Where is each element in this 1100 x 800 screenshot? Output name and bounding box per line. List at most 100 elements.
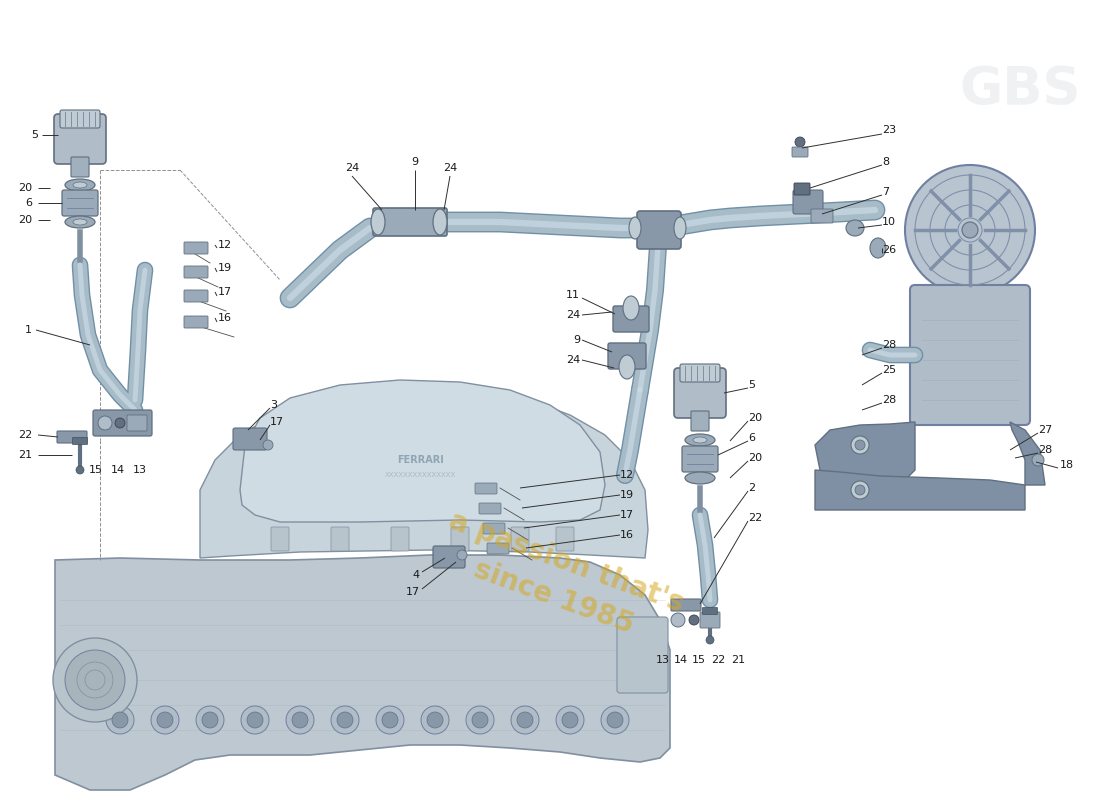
Text: 20: 20: [748, 453, 762, 463]
Text: 23: 23: [882, 125, 896, 135]
Circle shape: [65, 650, 125, 710]
Polygon shape: [200, 390, 648, 558]
Circle shape: [456, 550, 468, 560]
Text: 16: 16: [218, 313, 232, 323]
Circle shape: [427, 712, 443, 728]
FancyBboxPatch shape: [94, 410, 152, 436]
Text: 16: 16: [620, 530, 634, 540]
Text: 6: 6: [748, 433, 755, 443]
FancyBboxPatch shape: [637, 211, 681, 249]
Polygon shape: [1010, 422, 1045, 485]
Circle shape: [855, 485, 865, 495]
FancyBboxPatch shape: [478, 503, 500, 514]
Ellipse shape: [685, 434, 715, 446]
Ellipse shape: [433, 209, 447, 235]
Ellipse shape: [73, 182, 87, 188]
Text: 20: 20: [18, 215, 32, 225]
Circle shape: [106, 706, 134, 734]
Circle shape: [286, 706, 313, 734]
Polygon shape: [240, 380, 605, 522]
Text: 21: 21: [18, 450, 32, 460]
Text: 3: 3: [270, 400, 277, 410]
Circle shape: [466, 706, 494, 734]
Ellipse shape: [693, 437, 707, 443]
FancyBboxPatch shape: [483, 523, 505, 534]
Text: 20: 20: [748, 413, 762, 423]
FancyBboxPatch shape: [792, 147, 808, 157]
Text: 13: 13: [133, 465, 147, 475]
Circle shape: [241, 706, 270, 734]
FancyBboxPatch shape: [682, 446, 718, 472]
FancyBboxPatch shape: [57, 431, 87, 443]
Circle shape: [472, 712, 488, 728]
Text: 13: 13: [656, 655, 670, 665]
FancyBboxPatch shape: [700, 612, 720, 628]
Ellipse shape: [371, 209, 385, 235]
Text: 12: 12: [620, 470, 634, 480]
Text: 9: 9: [573, 335, 580, 345]
FancyBboxPatch shape: [793, 190, 823, 214]
Text: 21: 21: [730, 655, 745, 665]
FancyBboxPatch shape: [373, 208, 447, 236]
FancyBboxPatch shape: [73, 438, 88, 445]
FancyBboxPatch shape: [233, 428, 267, 450]
Ellipse shape: [65, 179, 95, 191]
Circle shape: [157, 712, 173, 728]
Circle shape: [795, 137, 805, 147]
Circle shape: [376, 706, 404, 734]
Text: FERRARI: FERRARI: [397, 455, 443, 465]
Text: 6: 6: [25, 198, 32, 208]
FancyBboxPatch shape: [60, 110, 100, 128]
Ellipse shape: [619, 355, 635, 379]
Circle shape: [53, 638, 138, 722]
Text: 5: 5: [748, 380, 755, 390]
FancyBboxPatch shape: [613, 306, 649, 332]
Circle shape: [202, 712, 218, 728]
Text: 14: 14: [674, 655, 689, 665]
Text: 24: 24: [565, 355, 580, 365]
Circle shape: [1032, 454, 1044, 466]
Text: 15: 15: [692, 655, 706, 665]
Ellipse shape: [623, 296, 639, 320]
Text: 26: 26: [882, 245, 896, 255]
FancyBboxPatch shape: [271, 527, 289, 551]
Text: 28: 28: [882, 395, 896, 405]
FancyBboxPatch shape: [72, 157, 89, 177]
Text: 25: 25: [882, 365, 896, 375]
Circle shape: [196, 706, 224, 734]
Text: 15: 15: [89, 465, 103, 475]
Text: 5: 5: [31, 130, 38, 140]
Polygon shape: [815, 470, 1025, 510]
FancyBboxPatch shape: [433, 546, 465, 568]
FancyBboxPatch shape: [794, 183, 810, 195]
Text: GBS: GBS: [959, 64, 1080, 116]
Text: 17: 17: [270, 417, 284, 427]
Text: 8: 8: [882, 157, 889, 167]
FancyBboxPatch shape: [691, 411, 710, 431]
Ellipse shape: [846, 220, 864, 236]
Text: 19: 19: [218, 263, 232, 273]
Text: 18: 18: [1060, 460, 1074, 470]
Circle shape: [248, 712, 263, 728]
FancyBboxPatch shape: [184, 266, 208, 278]
Text: 14: 14: [111, 465, 125, 475]
FancyBboxPatch shape: [184, 316, 208, 328]
FancyBboxPatch shape: [674, 368, 726, 418]
Ellipse shape: [674, 217, 686, 239]
Circle shape: [556, 706, 584, 734]
FancyBboxPatch shape: [811, 209, 833, 223]
Circle shape: [562, 712, 578, 728]
Text: XXXXXXXXXXXXXXX: XXXXXXXXXXXXXXX: [384, 472, 455, 478]
Circle shape: [98, 416, 112, 430]
Circle shape: [851, 481, 869, 499]
Circle shape: [421, 706, 449, 734]
Circle shape: [851, 436, 869, 454]
FancyBboxPatch shape: [703, 607, 717, 614]
Ellipse shape: [685, 472, 715, 484]
Text: 20: 20: [18, 183, 32, 193]
Text: 9: 9: [411, 157, 419, 167]
Text: 19: 19: [620, 490, 634, 500]
Circle shape: [905, 165, 1035, 295]
Text: 7: 7: [882, 187, 889, 197]
Text: 24: 24: [345, 163, 359, 173]
